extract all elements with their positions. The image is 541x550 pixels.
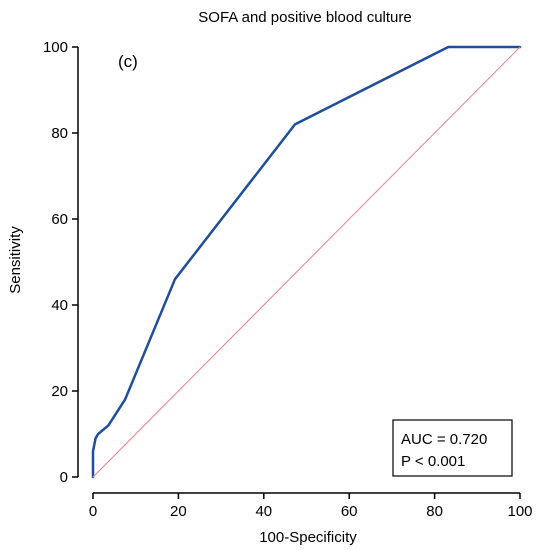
auc-annotation-line-1: AUC = 0.720 (401, 431, 487, 448)
x-axis-label: 100-Specificity (259, 529, 357, 546)
labels-layer: 0 20 40 60 80 100 0 20 40 60 80 100 (43, 39, 533, 520)
x-tick-label-2: 40 (255, 503, 272, 520)
panel-label: (c) (118, 52, 138, 71)
x-tick-label-3: 60 (341, 503, 358, 520)
x-tick-label-4: 80 (426, 503, 443, 520)
axes-layer (72, 46, 521, 499)
y-tick-label-1: 20 (51, 383, 68, 400)
roc-curve-series (91, 45, 522, 479)
y-tick-label-4: 80 (51, 125, 68, 142)
auc-annotation-line-2: P < 0.001 (401, 453, 465, 470)
reference-diagonal-series (92, 46, 521, 478)
x-tick-label-1: 20 (170, 503, 187, 520)
y-axis-label: Sensitivity (7, 226, 24, 294)
y-tick-label-3: 60 (51, 211, 68, 228)
y-tick-label-0: 0 (60, 469, 68, 486)
chart-title: SOFA and positive blood culture (198, 9, 411, 26)
x-tick-label-0: 0 (89, 503, 97, 520)
auc-annotation-frame (392, 419, 513, 477)
auc-annotation-box: AUC = 0.720 P < 0.001 (392, 419, 513, 477)
y-tick-label-2: 40 (51, 297, 68, 314)
plot-layer (91, 45, 522, 479)
y-tick-label-5: 100 (43, 39, 68, 56)
x-tick-label-5: 100 (507, 503, 532, 520)
